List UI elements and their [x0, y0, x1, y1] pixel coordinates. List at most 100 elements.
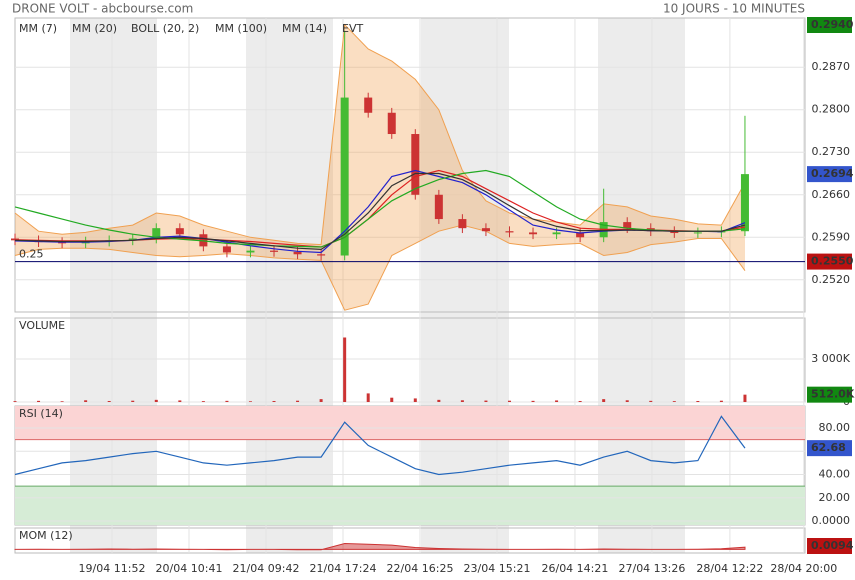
price-tag [807, 386, 852, 403]
price-tag [807, 166, 852, 183]
panel-title: RSI (14) [19, 407, 63, 420]
volume-bar [131, 400, 135, 402]
event-label: EVT [342, 22, 363, 35]
volume-bar [743, 394, 747, 402]
volume-bar [390, 397, 394, 402]
x-tick-label: 19/04 11:52 [79, 562, 146, 575]
price-tag-label: 512.0K [811, 388, 855, 401]
candle-body [693, 232, 702, 234]
price-tag-label: 62.68 [811, 441, 846, 454]
volume-bar [555, 400, 559, 402]
volume-bar [248, 401, 252, 402]
candle-body [340, 97, 349, 256]
momentum-area [14, 542, 746, 551]
volume-bar [413, 398, 417, 402]
x-tick-label: 28/04 20:00 [770, 562, 837, 575]
price-tag [807, 538, 852, 554]
panel: MOM (12) 0.0094 [14, 529, 854, 554]
legend-entry: BOLL (20, 2) [131, 22, 199, 35]
y-tick-label: 20.00 [819, 491, 851, 504]
volume-bar [696, 400, 700, 402]
bollinger-upper [14, 23, 746, 246]
y-tick-label: 0.2800 [812, 103, 851, 116]
candle-body [152, 228, 161, 239]
volume-bar [178, 400, 182, 402]
volume-bar [201, 401, 205, 402]
price-tag [807, 17, 852, 33]
candle-body [387, 112, 396, 135]
moving-average [14, 169, 746, 248]
volume-bar [531, 400, 535, 402]
volume-bar [343, 337, 347, 402]
price-tag [807, 253, 852, 270]
y-tick-label: 3 000K [811, 352, 850, 365]
candle-body [222, 246, 231, 253]
candle-body [529, 232, 538, 235]
candle-body [552, 232, 561, 235]
y-tick-label: 40.00 [819, 468, 851, 481]
price-tag-label: 0.2550 [811, 255, 854, 268]
candle-body [11, 238, 19, 241]
candle-body [623, 222, 632, 229]
volume-bar [60, 401, 64, 402]
x-tick-label: 21/04 17:24 [310, 562, 377, 575]
candle-body [58, 242, 67, 244]
volume-bar [296, 400, 300, 402]
y-tick-label: 0.2870 [812, 60, 851, 73]
reference-label: 0.25 [19, 248, 44, 261]
volume-bar [507, 400, 511, 402]
panel-title: VOLUME [19, 319, 65, 332]
volume-bar [37, 400, 41, 402]
y-tick-label: 0.2590 [812, 230, 851, 243]
volume-bar [719, 400, 723, 402]
candle-body [670, 231, 679, 234]
legend-entry: MM (14) [282, 22, 327, 35]
candle-body [246, 250, 255, 253]
y-tick-label: 0.0000 [812, 514, 851, 527]
legend-entry: MM (20) [72, 22, 117, 35]
x-tick-label: 26/04 14:21 [541, 562, 608, 575]
x-tick-label: 27/04 13:26 [618, 562, 685, 575]
panel: 0.2520 0.2590 0.2660 0.2730 0.2800 0.2870 0.25… [11, 17, 854, 311]
candle-body [128, 238, 137, 241]
panel-frames [14, 17, 806, 554]
x-tick-label: 21/04 09:42 [233, 562, 300, 575]
overbought-zone [15, 406, 805, 440]
period: 10 JOURS - 10 MINUTES [663, 2, 805, 16]
candle-body [175, 228, 184, 235]
price-tag [807, 440, 852, 457]
volume-bar [484, 400, 488, 402]
volume-bar [460, 400, 464, 402]
volume-bar [602, 399, 606, 402]
rsi-line [14, 415, 746, 476]
x-tick-label: 22/04 16:25 [387, 562, 454, 575]
y-tick-label: 0.2660 [812, 188, 851, 201]
volume-bar [13, 401, 17, 402]
price-tag-label: 0.0094 [811, 539, 854, 552]
legend-entry: MM (100) [215, 22, 267, 35]
oversold-zone [15, 486, 805, 525]
volume-bar [649, 400, 653, 402]
day-shading [70, 18, 685, 553]
volume-bar [366, 393, 370, 402]
price-tag-label: 0.2694 [811, 167, 854, 180]
panel-title: MOM (12) [19, 529, 73, 542]
x-tick-label: 23/04 15:21 [464, 562, 531, 575]
candle-body [434, 194, 443, 220]
y-tick-label: 0.2520 [812, 273, 851, 286]
volume-bar [625, 400, 629, 402]
candle-body [270, 250, 279, 252]
volume-bar [225, 400, 229, 402]
x-tick-label: 20/04 10:41 [156, 562, 223, 575]
candle-body [293, 251, 302, 255]
chart-title: DRONE VOLT - abcbourse.com [12, 2, 193, 16]
volume-bar [154, 399, 158, 402]
candle-body [317, 254, 326, 256]
volume-bar [437, 399, 441, 402]
volume-bar [272, 400, 276, 402]
moving-average [14, 172, 746, 251]
volume-bar [107, 400, 111, 402]
